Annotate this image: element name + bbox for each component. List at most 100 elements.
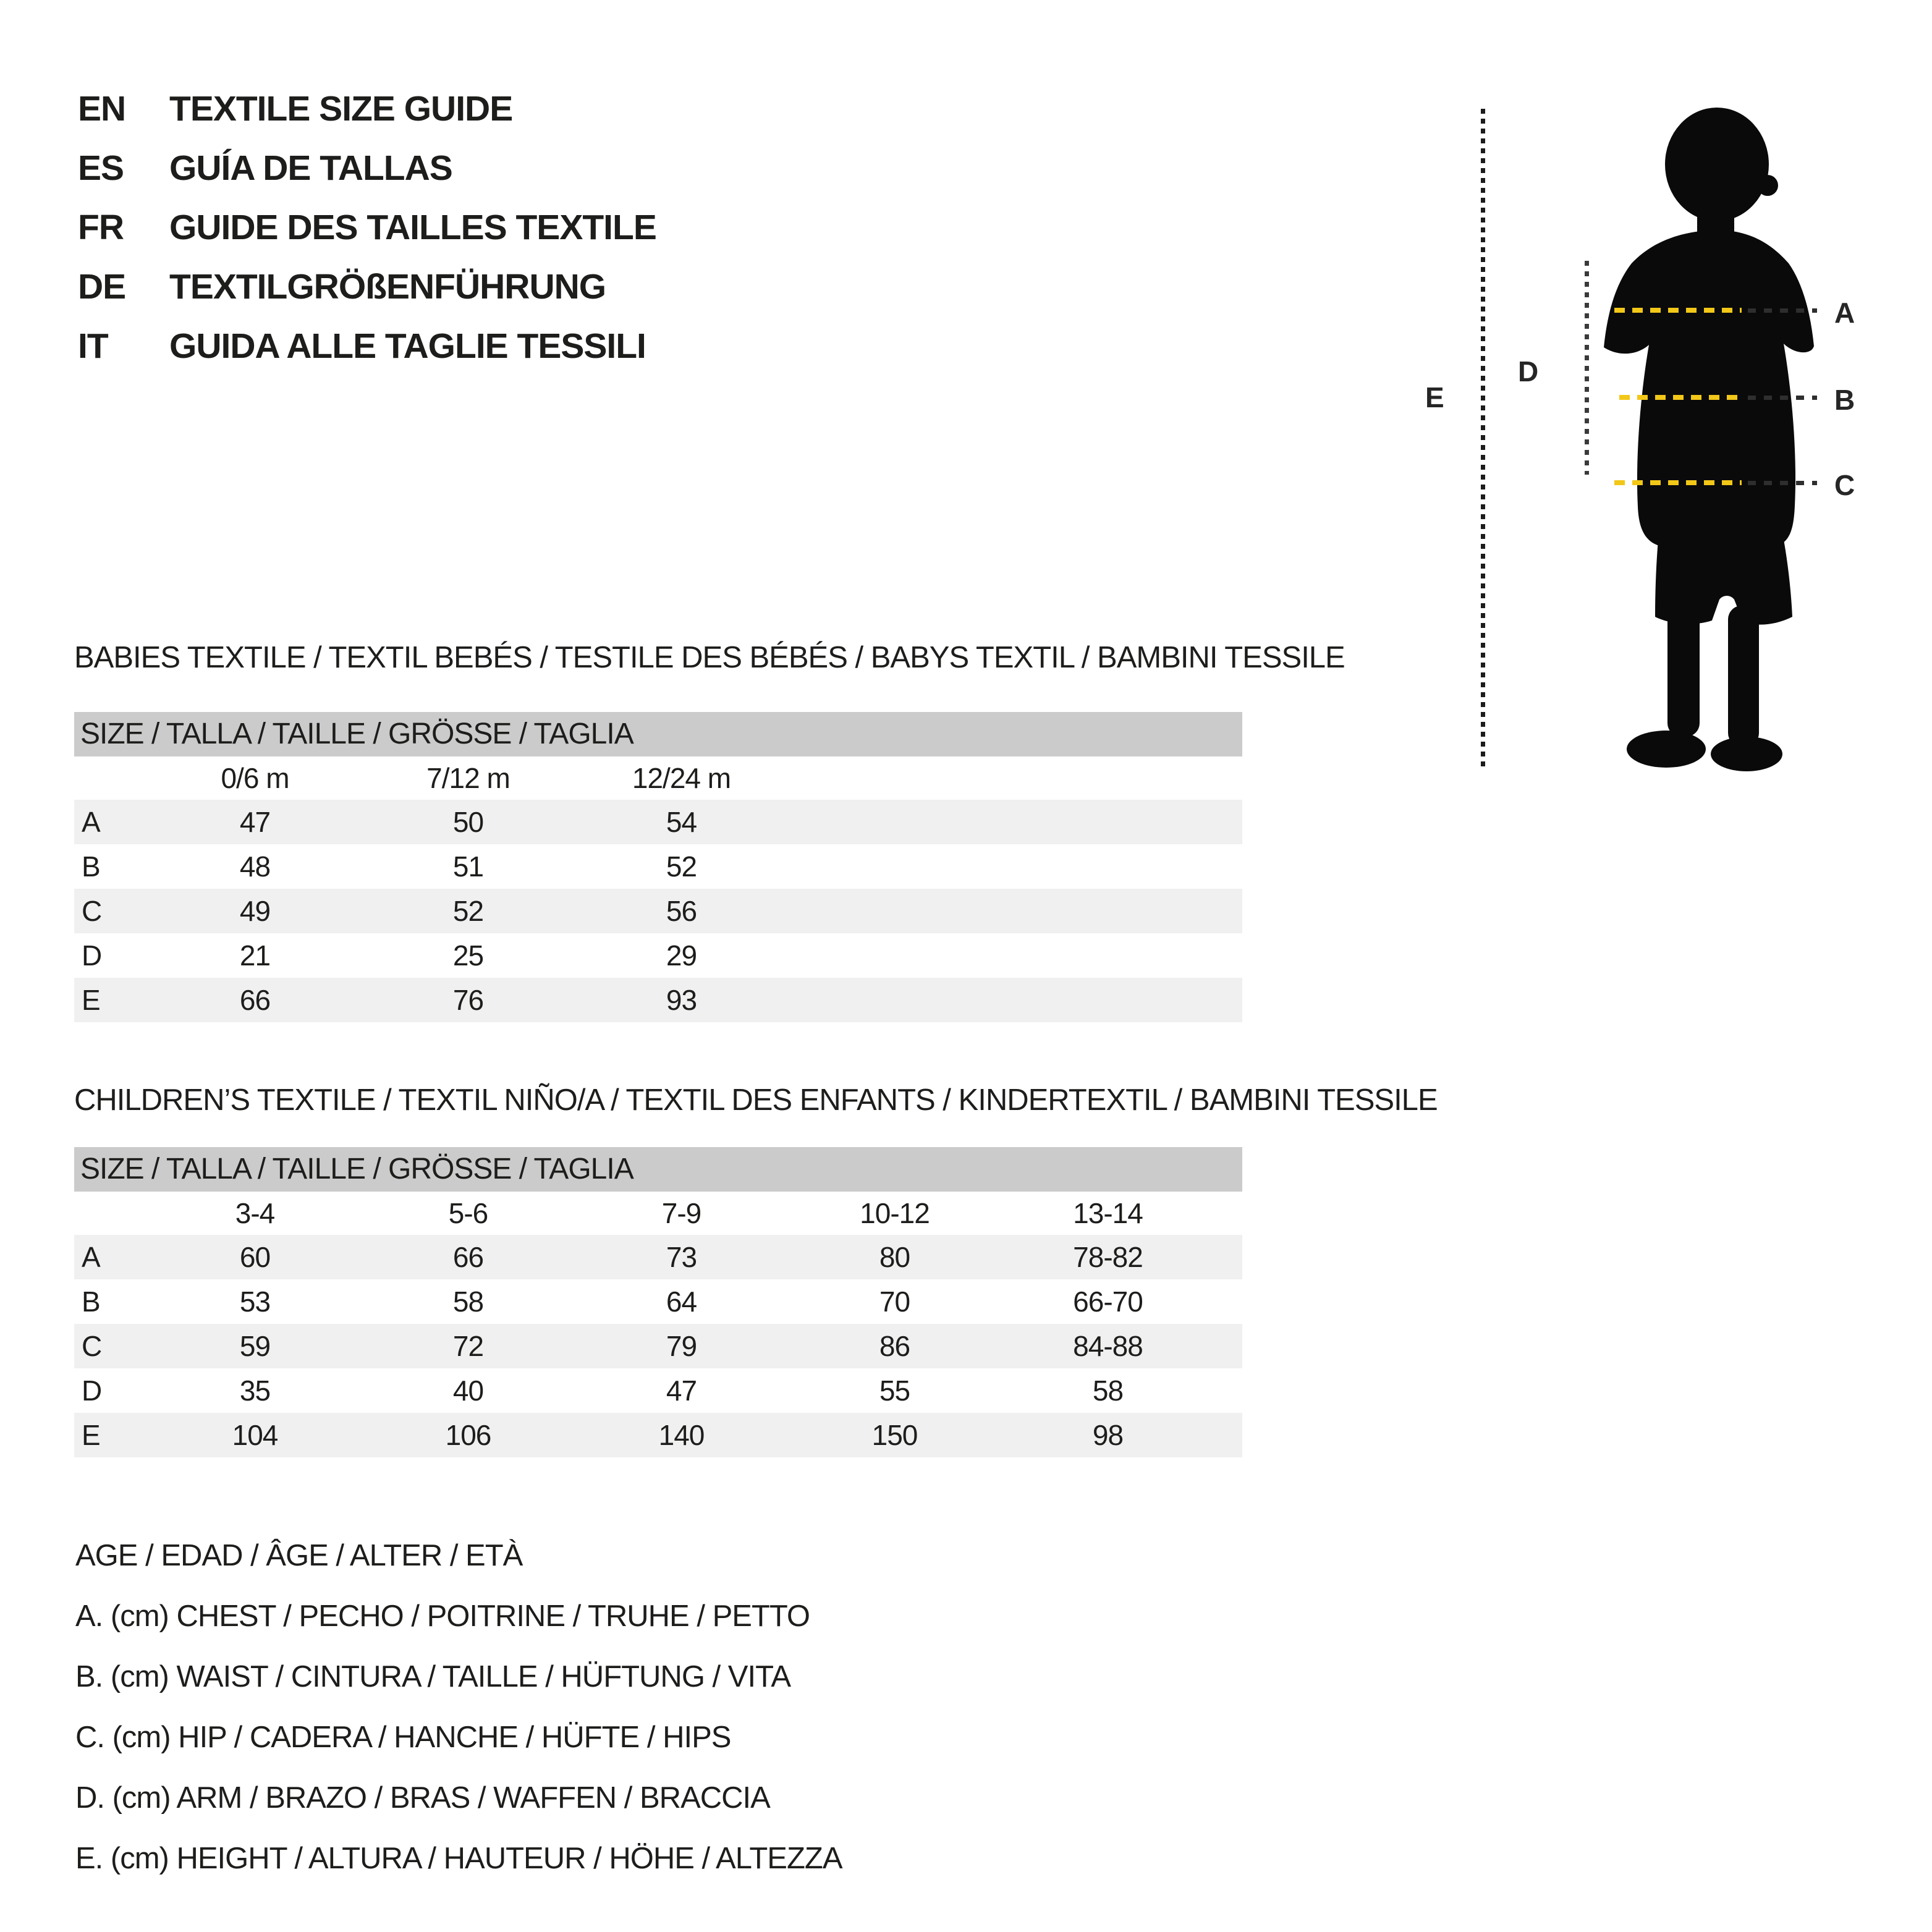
cell: 106 — [445, 1419, 492, 1451]
babies-size-header-bar: SIZE / TALLA / TAILLE / GRÖSSE / TAGLIA — [74, 712, 1242, 756]
hip-line-c-dotted — [1748, 481, 1817, 485]
cell: 25 — [452, 939, 484, 972]
silhouette-shorts — [1655, 533, 1792, 625]
cell: 49 — [239, 895, 271, 927]
cell: 64 — [666, 1286, 697, 1318]
children-size-header-bar: SIZE / TALLA / TAILLE / GRÖSSE / TAGLIA — [74, 1147, 1242, 1192]
silhouette-right-leg — [1728, 606, 1759, 747]
lang-code-fr: FR — [78, 208, 124, 247]
babies-row-a: A 47 50 54 — [74, 800, 1242, 844]
cell: 84-88 — [1073, 1330, 1143, 1362]
cell: 66-70 — [1073, 1286, 1143, 1318]
cell: 58 — [1092, 1375, 1124, 1407]
measure-label-a: A — [1834, 297, 1855, 329]
silhouette-left-shoe — [1627, 731, 1706, 768]
waist-line-b-yellow — [1619, 395, 1738, 400]
lang-title-en: TEXTILE SIZE GUIDE — [169, 89, 513, 129]
cell: 55 — [879, 1375, 910, 1407]
lang-title-it: GUIDA ALLE TAGLIE TESSILI — [169, 326, 646, 366]
cell: 79 — [666, 1330, 697, 1362]
waist-line-b-dotted — [1748, 396, 1817, 400]
lang-row-it: IT GUIDA ALLE TAGLIE TESSILI — [78, 316, 656, 376]
child-silhouette — [1604, 108, 1814, 771]
row-label: A — [82, 1241, 101, 1273]
children-col-13-14: 13-14 — [1073, 1197, 1143, 1229]
cell: 104 — [232, 1419, 279, 1451]
legend-waist: B. (cm) WAIST / CINTURA / TAILLE / HÜFTU… — [75, 1660, 791, 1693]
cell: 78-82 — [1073, 1241, 1143, 1273]
row-label: D — [82, 1375, 102, 1407]
row-label: E — [82, 984, 101, 1016]
chest-line-a-dotted — [1748, 308, 1817, 313]
legend-arm: D. (cm) ARM / BRAZO / BRAS / WAFFEN / BR… — [75, 1781, 771, 1815]
babies-row-b: B 48 51 52 — [74, 844, 1242, 889]
children-size-table: SIZE / TALLA / TAILLE / GRÖSSE / TAGLIA … — [74, 1147, 1242, 1457]
children-col-7-9: 7-9 — [661, 1197, 701, 1229]
lang-row-fr: FR GUIDE DES TAILLES TEXTILE — [78, 198, 657, 257]
cell: 47 — [239, 806, 271, 838]
babies-size-table: SIZE / TALLA / TAILLE / GRÖSSE / TAGLIA … — [74, 712, 1242, 1022]
legend-hip: C. (cm) HIP / CADERA / HANCHE / HÜFTE / … — [75, 1721, 731, 1754]
cell: 48 — [239, 850, 271, 883]
arm-measure-line-d — [1585, 261, 1589, 475]
cell: 29 — [666, 939, 697, 972]
lang-row-es: ES GUÍA DE TALLAS — [78, 138, 656, 198]
children-section-title: CHILDREN’S TEXTILE / TEXTIL NIÑO/A / TEX… — [74, 1083, 1438, 1117]
babies-column-header-row: 0/6 m 7/12 m 12/24 m — [74, 756, 1242, 800]
cell: 76 — [452, 984, 484, 1016]
cell: 72 — [452, 1330, 484, 1362]
cell: 150 — [871, 1419, 918, 1451]
children-col-5-6: 5-6 — [448, 1197, 488, 1229]
babies-col-7-12m: 7/12 m — [426, 762, 511, 794]
cell: 70 — [879, 1286, 910, 1318]
measure-label-d: D — [1518, 355, 1539, 388]
children-column-header-row: 3-4 5-6 7-9 10-12 13-14 — [74, 1192, 1242, 1235]
cell: 60 — [239, 1241, 271, 1273]
lang-code-de: DE — [78, 267, 126, 307]
language-title-list: EN TEXTILE SIZE GUIDE ES GUÍA DE TALLAS … — [78, 79, 657, 376]
hip-line-c-yellow — [1614, 480, 1742, 485]
cell: 50 — [452, 806, 484, 838]
children-col-10-12: 10-12 — [860, 1197, 930, 1229]
measure-label-b: B — [1834, 384, 1855, 416]
cell: 66 — [239, 984, 271, 1016]
row-label: E — [82, 1419, 101, 1451]
silhouette-neck — [1697, 192, 1734, 232]
height-measure-line-e — [1481, 109, 1485, 769]
cell: 35 — [239, 1375, 271, 1407]
children-row-e: E 104 106 140 150 98 — [74, 1413, 1242, 1457]
row-label: A — [82, 806, 101, 838]
cell: 21 — [239, 939, 271, 972]
cell: 54 — [666, 806, 697, 838]
lang-row-de: DE TEXTILGRÖßENFÜHRUNG — [78, 257, 656, 316]
chest-line-a-yellow — [1614, 308, 1742, 313]
lang-row-en: EN TEXTILE SIZE GUIDE — [78, 79, 656, 138]
cell: 86 — [879, 1330, 910, 1362]
babies-row-d: D 21 25 29 — [74, 933, 1242, 978]
cell: 80 — [879, 1241, 910, 1273]
lang-code-it: IT — [78, 326, 109, 366]
babies-section-title: BABIES TEXTILE / TEXTIL BEBÉS / TESTILE … — [74, 641, 1345, 674]
lang-code-en: EN — [78, 89, 126, 129]
measurement-legend: AGE / EDAD / ÂGE / ALTER / ETÀ A. (cm) C… — [75, 1525, 843, 1889]
cell: 47 — [666, 1375, 697, 1407]
legend-age: AGE / EDAD / ÂGE / ALTER / ETÀ — [75, 1539, 523, 1572]
legend-chest: A. (cm) CHEST / PECHO / POITRINE / TRUHE… — [75, 1599, 810, 1633]
silhouette-right-shoe — [1711, 737, 1782, 771]
row-label: B — [82, 1286, 101, 1318]
silhouette-head — [1665, 108, 1769, 221]
cell: 66 — [452, 1241, 484, 1273]
measurement-figure: E D A B C — [1409, 87, 1916, 816]
lang-title-fr: GUIDE DES TAILLES TEXTILE — [169, 208, 657, 247]
cell: 51 — [452, 850, 484, 883]
lang-code-es: ES — [78, 148, 124, 188]
row-label: C — [82, 895, 102, 927]
children-row-a: A 60 66 73 80 78-82 — [74, 1235, 1242, 1279]
cell: 59 — [239, 1330, 271, 1362]
cell: 52 — [666, 850, 697, 883]
babies-col-12-24m: 12/24 m — [632, 762, 731, 794]
cell: 56 — [666, 895, 697, 927]
measure-label-e: E — [1425, 381, 1444, 413]
measure-label-c: C — [1834, 469, 1855, 501]
